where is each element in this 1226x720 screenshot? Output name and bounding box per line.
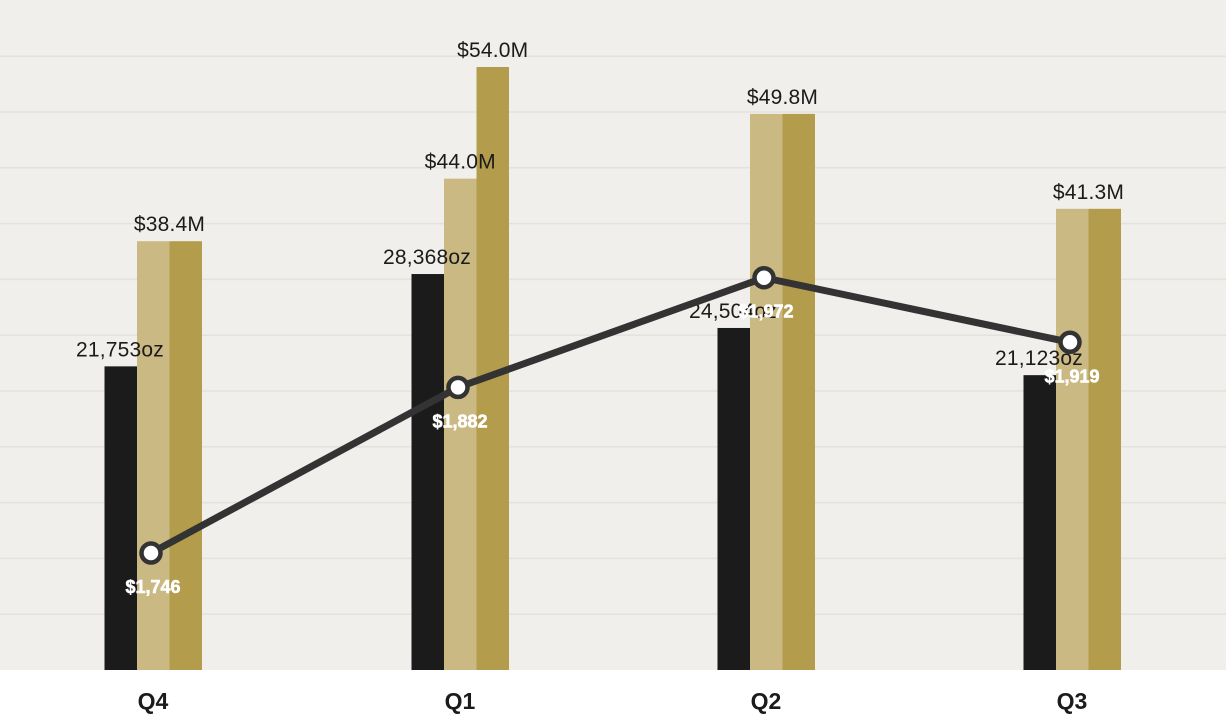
ounces-label: 21,753oz (76, 338, 164, 361)
price-point (752, 265, 776, 290)
revenue-label: $38.4M (134, 213, 205, 236)
price-point (446, 375, 470, 400)
x-tick-label: Q4 (138, 688, 169, 714)
bar-revenue-light--q2 (750, 113, 783, 670)
revenue-label: $44.0M (425, 151, 496, 174)
x-tick-label: Q3 (1057, 688, 1088, 714)
bar-revenue-dark--q4 (169, 241, 202, 670)
bar-ounces-q2 (717, 327, 750, 670)
revenue-label: $41.3M (1053, 181, 1124, 204)
price-label: $1,882 (432, 411, 487, 431)
x-tick-label: Q1 (445, 688, 476, 714)
bar-revenue-dark--q2 (782, 113, 815, 670)
price-point (1058, 330, 1082, 355)
bar-revenue-light--q3 (1056, 208, 1089, 671)
ounces-label: 28,368oz (383, 246, 471, 269)
price-label: $1,972 (738, 302, 793, 322)
price-label: $1,746 (125, 577, 180, 597)
bar-labels: 21,753oz $38.4M 28,368oz $44.0M $54.0M 24,504… (76, 39, 1124, 370)
revenue-label: $49.8M (747, 86, 818, 109)
bar-ounces-q3 (1023, 375, 1056, 670)
ounces-label: 24,504oz (689, 300, 777, 323)
price-point (139, 541, 163, 565)
price-label: $1,919 (1044, 366, 1099, 386)
revenue-label: $54.0M (457, 39, 528, 62)
bar-ounces-q1 (411, 274, 444, 670)
bars (104, 67, 1121, 671)
price-line (147, 274, 1074, 557)
price-line-layer: $1,746 $1,882 $1,972 $1,919 (125, 265, 1100, 597)
gridlines (0, 55, 1226, 615)
ounces-label: 21,123oz (995, 347, 1083, 370)
bar-revenue-light--q4 (137, 241, 170, 670)
x-tick-label: Q2 (751, 688, 782, 714)
x-axis: Q4 Q1 Q2 Q3 (138, 688, 1088, 714)
bar-revenue-light--q1 (444, 178, 477, 670)
bar-ounces-q4 (104, 366, 137, 670)
bar-revenue-dark--q3 (1088, 208, 1121, 671)
